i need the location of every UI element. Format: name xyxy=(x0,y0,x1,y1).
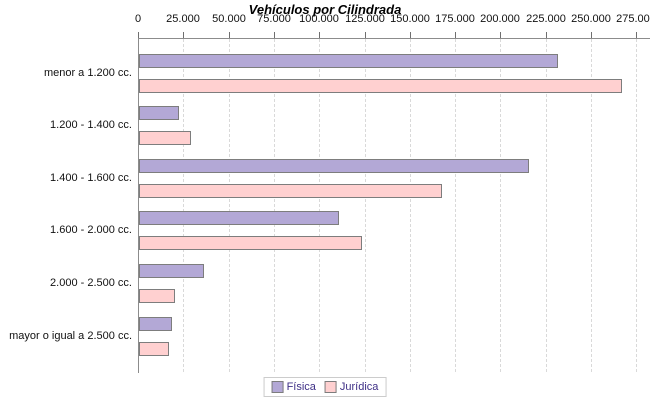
x-tick-label: 200.000 xyxy=(480,13,520,25)
gridline xyxy=(183,39,184,372)
x-axis-line xyxy=(138,38,650,39)
gridline xyxy=(365,39,366,372)
x-tick-label: 275.000 xyxy=(616,13,650,25)
bar-fisica xyxy=(139,106,179,120)
x-tick-mark xyxy=(183,32,184,38)
legend-entry-juridica: Jurídica xyxy=(324,381,379,393)
y-category-label: 1.600 - 2.000 cc. xyxy=(50,224,132,236)
bar-juridica xyxy=(139,289,175,303)
bar-fisica xyxy=(139,159,529,173)
legend-label-fisica: Física xyxy=(286,381,316,393)
gridline xyxy=(591,39,592,372)
bar-fisica xyxy=(139,317,172,331)
y-category-label: menor a 1.200 cc. xyxy=(43,67,132,79)
legend-swatch-juridica xyxy=(324,381,337,393)
bar-juridica xyxy=(139,236,362,250)
x-tick-label: 250.000 xyxy=(571,13,611,25)
bar-juridica xyxy=(139,342,169,356)
x-tick-label: 25.000 xyxy=(166,13,200,25)
chart-title: Vehículos por Cilindrada xyxy=(248,2,402,17)
x-tick-mark xyxy=(274,32,275,38)
gridline xyxy=(319,39,320,372)
legend-swatch-fisica xyxy=(271,381,284,393)
x-tick-label: 225.000 xyxy=(526,13,566,25)
gridline xyxy=(546,39,547,372)
gridline xyxy=(500,39,501,372)
x-tick-mark xyxy=(319,32,320,38)
x-tick-mark xyxy=(229,32,230,38)
x-tick-mark xyxy=(500,32,501,38)
x-tick-mark xyxy=(591,32,592,38)
bar-fisica xyxy=(139,54,558,68)
x-tick-mark xyxy=(636,32,637,38)
x-tick-mark xyxy=(546,32,547,38)
x-tick-mark xyxy=(410,32,411,38)
bar-juridica xyxy=(139,184,442,198)
bar-fisica xyxy=(139,211,339,225)
gridline xyxy=(229,39,230,372)
bar-fisica xyxy=(139,264,204,278)
gridline xyxy=(410,39,411,372)
x-tick-mark xyxy=(455,32,456,38)
x-tick-mark xyxy=(365,32,366,38)
gridline xyxy=(274,39,275,372)
legend-entry-fisica: Física xyxy=(271,381,316,393)
x-tick-label: 150.000 xyxy=(390,13,430,25)
x-tick-label: 100.000 xyxy=(299,13,339,25)
gridline xyxy=(455,39,456,372)
y-axis-line xyxy=(138,38,139,373)
x-tick-label: 75.000 xyxy=(257,13,291,25)
legend: Física Jurídica xyxy=(263,377,387,397)
x-tick-label: 175.000 xyxy=(435,13,475,25)
y-category-label: 1.200 - 1.400 cc. xyxy=(50,119,132,131)
y-category-label: 2.000 - 2.500 cc. xyxy=(50,277,132,289)
x-tick-label: 125.000 xyxy=(345,13,385,25)
y-category-label: mayor o igual a 2.500 cc. xyxy=(9,330,132,342)
gridline xyxy=(636,39,637,372)
legend-label-juridica: Jurídica xyxy=(339,381,379,393)
x-tick-label: 50.000 xyxy=(212,13,246,25)
x-tick-label: 0 xyxy=(134,13,142,25)
bar-juridica xyxy=(139,131,191,145)
x-tick-mark xyxy=(138,32,139,38)
y-category-label: 1.400 - 1.600 cc. xyxy=(50,172,132,184)
bar-juridica xyxy=(139,79,622,93)
